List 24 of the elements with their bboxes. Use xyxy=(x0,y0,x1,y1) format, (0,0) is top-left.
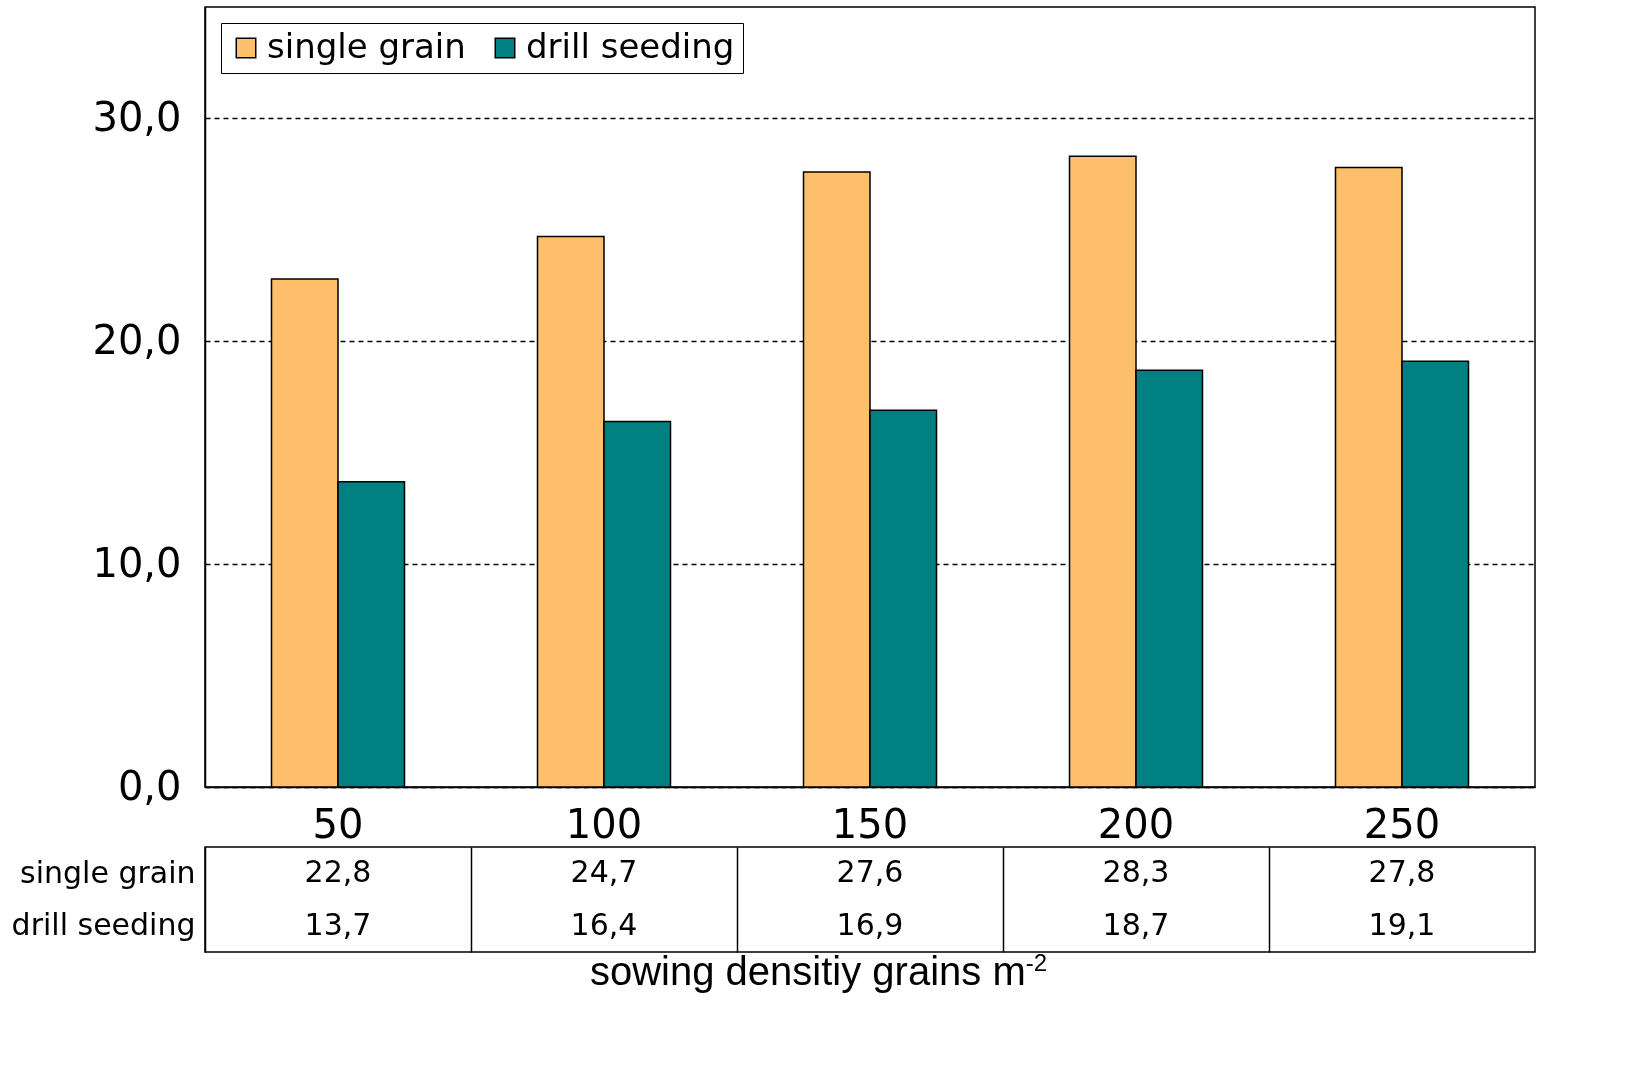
x-tick-label: 250 xyxy=(1363,800,1441,847)
data-label: 16,9 xyxy=(836,906,904,942)
y-tick-label: 10,0 xyxy=(92,539,182,586)
legend-label: drill seeding xyxy=(526,26,735,66)
x-axis-title: sowing densitiy grains m$^{-2}$ xyxy=(588,949,1049,995)
x-tick-label: 200 xyxy=(1097,800,1175,847)
data-label: 24,7 xyxy=(570,854,638,890)
data-label: 28,3 xyxy=(1102,854,1170,890)
y-tick-label: 30,0 xyxy=(92,93,182,140)
x-tick-label: 50 xyxy=(312,800,364,847)
y-tick-label: 20,0 xyxy=(92,316,182,363)
x-tick-label: 150 xyxy=(831,800,909,847)
data-label: 16,4 xyxy=(570,906,638,942)
legend-label: single grain xyxy=(267,26,466,66)
x-tick-label: 100 xyxy=(565,800,643,847)
data-label: 19,1 xyxy=(1368,906,1436,942)
data-label: 13,7 xyxy=(304,906,372,942)
data-label: 22,8 xyxy=(304,854,372,890)
data-label: 27,6 xyxy=(836,854,904,890)
data-label: 18,7 xyxy=(1102,906,1170,942)
y-tick-label: 0,0 xyxy=(117,762,182,809)
data-label: 27,8 xyxy=(1368,854,1436,890)
text: drill seeding xyxy=(11,907,196,943)
text: single grain xyxy=(20,854,196,890)
